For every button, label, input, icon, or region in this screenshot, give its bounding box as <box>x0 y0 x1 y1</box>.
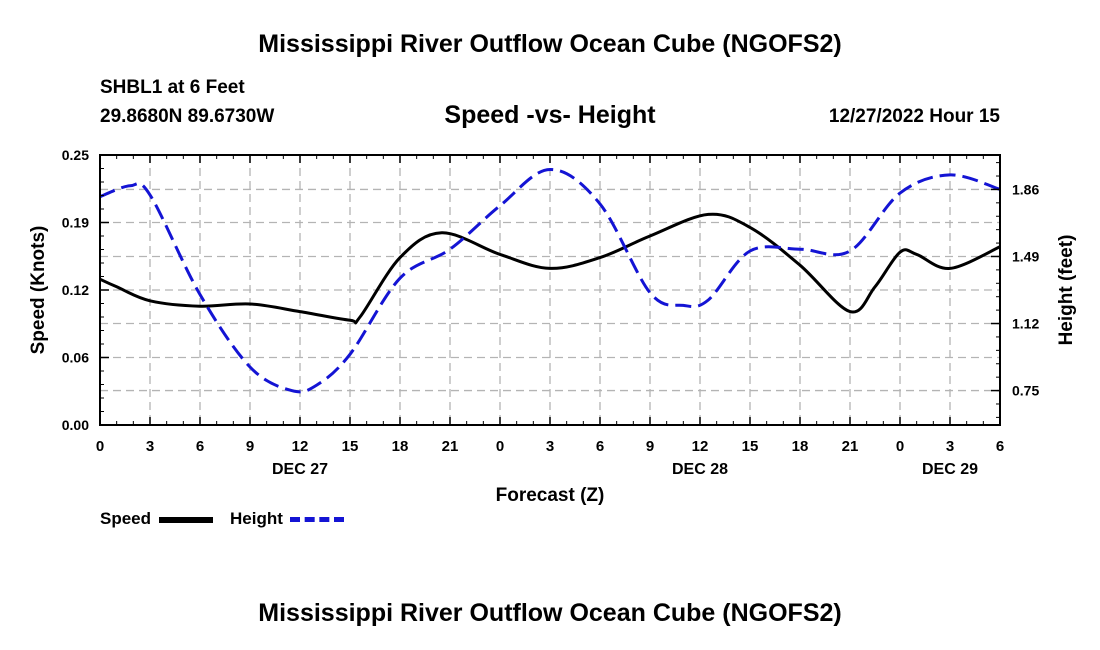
x-tick-label: 6 <box>996 438 1004 455</box>
chart-main-title: Mississippi River Outflow Ocean Cube (NG… <box>258 30 842 58</box>
x-tick-label: 9 <box>646 438 654 455</box>
x-tick-label: 0 <box>96 438 104 455</box>
y-tick-label: 0.12 <box>62 282 89 298</box>
y-tick-label: 0.00 <box>62 417 89 433</box>
y-tick-label: 0.25 <box>62 147 89 163</box>
x-day-label: DEC 29 <box>922 461 978 478</box>
y2-axis-title: Height (feet) <box>1056 235 1077 346</box>
x-day-label: DEC 27 <box>272 461 328 478</box>
x-tick-label: 18 <box>792 438 809 455</box>
speed-height-chart: 0 3 6 9 12 15 18 21 0 3 6 9 12 15 18 21 0 3 6 DEC 27 DEC 28 D… <box>28 147 1077 506</box>
y2-tick-label: 1.12 <box>1012 316 1039 332</box>
station-label: SHBL1 at 6 Feet <box>100 77 245 98</box>
series-lines <box>99 167 1001 394</box>
y-tick-label: 0.06 <box>62 350 89 366</box>
legend-height-swatch <box>290 517 344 522</box>
series-line-height <box>99 167 1001 394</box>
x-tick-label: 9 <box>246 438 254 455</box>
station-coordinates: 29.8680N 89.6730W <box>100 106 275 127</box>
footer-title: Mississippi River Outflow Ocean Cube (NG… <box>258 599 842 627</box>
forecast-datetime: 12/27/2022 Hour 15 <box>828 106 1000 127</box>
x-tick-label: 12 <box>692 438 709 455</box>
y-axis-title: Speed (Knots) <box>28 226 49 355</box>
legend-height-label: Height <box>230 509 283 528</box>
x-tick-label: 21 <box>442 438 459 455</box>
x-tick-label: 18 <box>392 438 409 455</box>
x-day-label: DEC 28 <box>672 461 728 478</box>
x-tick-label: 3 <box>946 438 954 455</box>
y-tick-label: 0.19 <box>62 215 89 231</box>
series-line-speed <box>99 212 1001 325</box>
x-tick-label: 6 <box>596 438 604 455</box>
x-tick-label: 15 <box>342 438 359 455</box>
grid-lines <box>100 155 1000 425</box>
y2-tick-label: 1.49 <box>1012 248 1039 264</box>
axis-labels: 0 3 6 9 12 15 18 21 0 3 6 9 12 15 18 21 0 3 6 DEC 27 DEC 28 D… <box>28 147 1077 506</box>
x-tick-label: 15 <box>742 438 759 455</box>
legend-speed-swatch <box>159 517 213 523</box>
x-tick-label: 0 <box>496 438 504 455</box>
x-tick-label: 6 <box>196 438 204 455</box>
x-tick-label: 21 <box>842 438 859 455</box>
axis-ticks <box>99 154 1001 426</box>
x-axis-title: Forecast (Z) <box>496 485 605 506</box>
x-tick-label: 12 <box>292 438 309 455</box>
legend-speed-label: Speed <box>100 509 152 528</box>
chart-subtitle: Speed -vs- Height <box>444 101 656 129</box>
x-tick-label: 3 <box>146 438 154 455</box>
x-tick-label: 0 <box>896 438 904 455</box>
x-tick-label: 3 <box>546 438 554 455</box>
y2-tick-label: 0.75 <box>1012 383 1039 399</box>
y2-tick-label: 1.86 <box>1012 181 1039 197</box>
